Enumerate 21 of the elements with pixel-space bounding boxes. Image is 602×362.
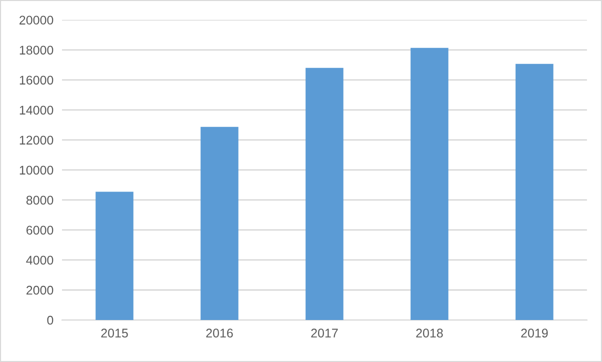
x-tick-label: 2018 (416, 328, 443, 338)
y-tick-label: 18000 (20, 46, 54, 55)
x-tick-label: 2019 (521, 328, 548, 338)
y-tick-label: 4000 (26, 256, 54, 265)
y-tick-label: 20000 (20, 16, 54, 25)
y-tick-label: 2000 (26, 286, 54, 295)
y-tick-label: 10000 (20, 166, 54, 175)
bar (516, 64, 554, 320)
y-tick-label: 14000 (20, 106, 54, 115)
bar (410, 48, 448, 320)
x-tick-label: 2015 (101, 328, 128, 338)
y-tick-label: 0 (47, 316, 54, 325)
bar (96, 192, 134, 320)
x-tick-label: 2016 (206, 328, 233, 338)
bar (306, 68, 344, 320)
y-tick-label: 16000 (20, 76, 54, 85)
bar (200, 126, 238, 320)
y-tick-label: 6000 (26, 226, 54, 235)
x-tick-label: 2017 (311, 328, 338, 338)
y-tick-label: 8000 (26, 196, 54, 205)
y-tick-label: 12000 (20, 136, 54, 145)
